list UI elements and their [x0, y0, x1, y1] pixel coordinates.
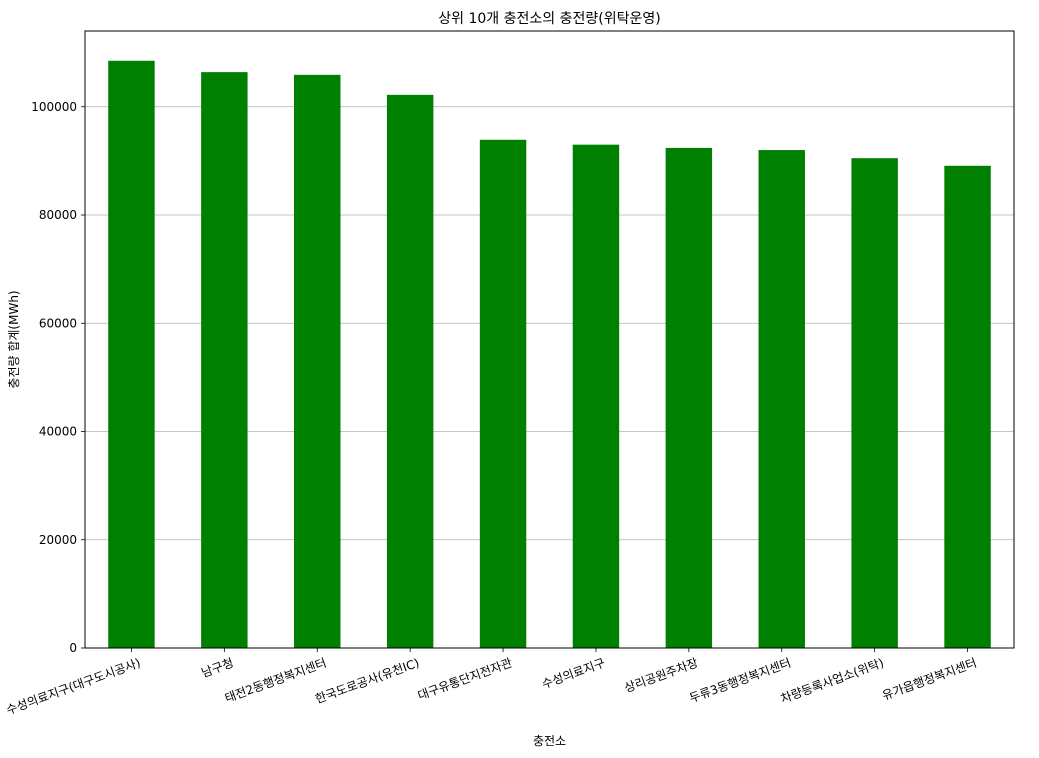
y-axis: 0 20000 40000 60000 80000 100000 [31, 100, 85, 655]
x-tick-label: 유가읍행정복지센터 [880, 655, 979, 703]
bar [944, 165, 991, 648]
x-tick-label: 두류3동행정복지센터 [687, 655, 793, 706]
x-tick-label: 수성의료지구(대구도시공사) [4, 656, 142, 718]
bar [201, 72, 248, 649]
y-tick-label: 0 [69, 641, 77, 655]
x-tick-label: 남구청 [199, 656, 235, 680]
bar [386, 94, 434, 648]
bar [572, 144, 620, 648]
x-tick-label: 태전2동행정복지센터 [223, 655, 329, 706]
x-axis-label: 충전소 [533, 734, 566, 748]
bar [665, 147, 713, 648]
plot-frame [84, 30, 1015, 649]
y-tick-label: 20000 [39, 533, 77, 547]
x-tick-label: 상리공원주차장 [622, 656, 699, 696]
x-tick-label: 차량등록사업소(위탁) [779, 656, 886, 706]
bar [108, 60, 155, 649]
y-tick-label: 40000 [39, 425, 77, 439]
bars [108, 60, 991, 649]
bar [851, 158, 898, 648]
bar [479, 139, 527, 648]
chart-title: 상위 10개 충전소의 충전량(위탁운영) [438, 11, 660, 27]
bar [294, 74, 341, 648]
x-axis: 수성의료지구(대구도시공사) 남구청태전2동행정복지센터한국도로공사(유천IC)대… [4, 648, 979, 718]
y-axis-label: 충전량 합계(MWh) [7, 290, 21, 388]
y-tick-label: 80000 [39, 208, 77, 222]
bar [758, 150, 805, 648]
y-tick-label: 100000 [31, 100, 77, 114]
x-tick-label: 한국도로공사(유천IC) [313, 655, 421, 707]
x-tick-label: 수성의료지구 [540, 656, 607, 692]
y-tick-label: 60000 [39, 316, 77, 330]
x-tick-label: 대구유통단지전자관 [416, 656, 514, 703]
